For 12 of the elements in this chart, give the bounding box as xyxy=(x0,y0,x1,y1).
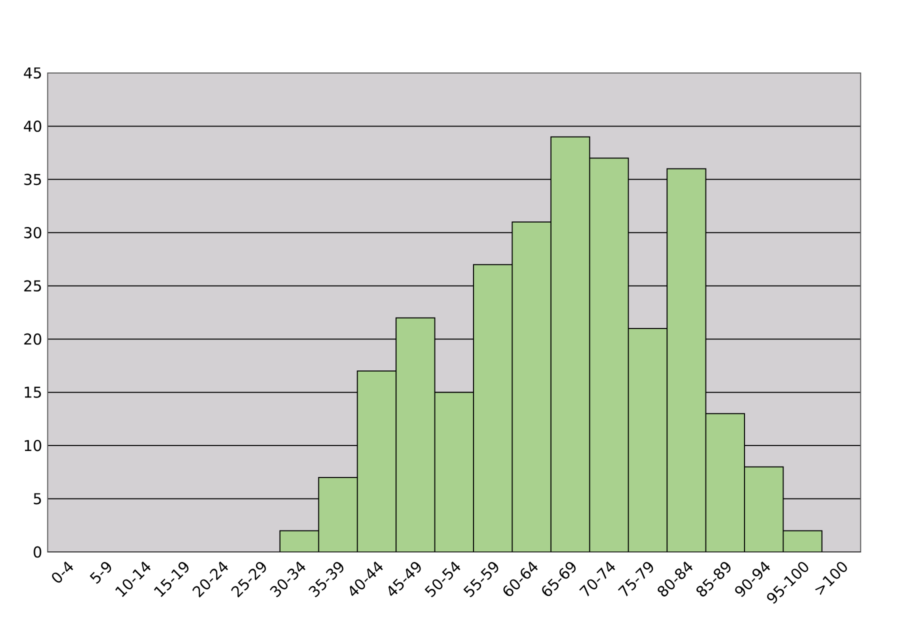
y-tick-label: 0 xyxy=(34,546,42,558)
y-tick-label: 45 xyxy=(24,67,41,79)
x-tick-label: 0-4 xyxy=(52,561,74,583)
x-tick-label: 5-9 xyxy=(90,562,112,584)
y-tick-label: 30 xyxy=(24,226,42,238)
y-tick-label: 40 xyxy=(24,120,42,132)
y-tick-label: 20 xyxy=(24,333,42,345)
y-tick-label: 35 xyxy=(24,174,41,186)
y-tick-label: 15 xyxy=(24,386,41,398)
y-tick-label: 25 xyxy=(24,280,41,292)
y-tick-label: 5 xyxy=(34,493,41,504)
y-tick-label: 10 xyxy=(24,440,42,452)
